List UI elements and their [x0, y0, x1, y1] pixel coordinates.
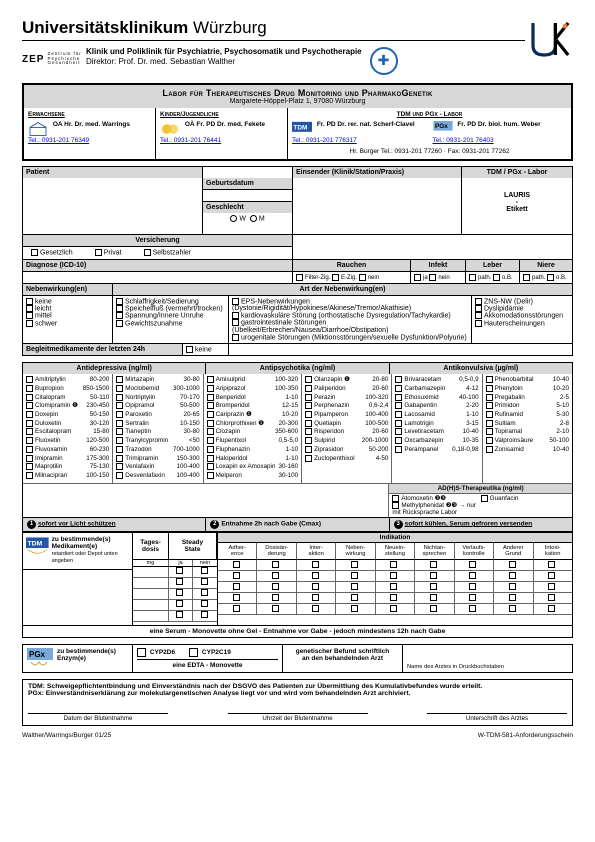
ktq-seal-icon — [370, 47, 398, 75]
tdm-grid: TDM zu bestimmende(s) Medikament(e) reta… — [22, 532, 573, 626]
patient-field[interactable] — [23, 178, 203, 234]
leber-field[interactable]: path. o.B. — [466, 272, 520, 283]
svg-text:TDM: TDM — [28, 541, 43, 548]
pgx-logo-icon: PGx — [27, 648, 53, 668]
einsender-head: Einsender (Klinik/Station/Praxis) — [293, 167, 462, 178]
contact-children: Kinder/Jugendliche OÄ Fr. PD Dr. med. Fe… — [156, 108, 288, 159]
insurance-field[interactable]: Gesetzlich Privat Selbstzahler — [23, 247, 292, 258]
department-text: Klinik und Poliklinik für Psychiatrie, P… — [86, 47, 362, 68]
neben-severity[interactable]: keineleichtmittelschwer — [23, 296, 113, 343]
pgx-block: PGx zu bestimmende(s) Enzym(e) CYP2D6 CY… — [22, 644, 573, 673]
serum-note: eine Serum - Monovette ohne Gel - Entnah… — [22, 626, 573, 638]
sig-sign[interactable]: Unterschrift des Arztes — [427, 713, 567, 722]
cyp-checkboxes[interactable]: CYP2D6 CYP2C19 — [137, 648, 278, 660]
tdmpgx-head: TDM / PGx - Labor — [462, 167, 572, 178]
sig-date[interactable]: Datum der Blutentnahme — [28, 713, 168, 722]
labor-address: Margarete-Höppel-Platz 1, 97080 Würzburg — [27, 98, 568, 105]
einsender-field[interactable] — [293, 178, 462, 234]
dob-field[interactable] — [203, 190, 292, 202]
med-entry-area[interactable] — [23, 569, 132, 625]
contact-tdm-labor: TDM und PGx - Labor TDM Fr. PD Dr. rer. … — [288, 108, 571, 159]
svg-text:PGx: PGx — [29, 650, 46, 659]
infekt-field[interactable]: ja nein — [411, 272, 466, 283]
page-header: Universitätsklinikum Würzburg ZEP Zentru… — [22, 18, 573, 75]
art-col1[interactable]: Schlaffrigkeit/SedierungSpeichelfluß (ve… — [113, 296, 229, 343]
sig-time[interactable]: Uhrzeit der Blutentnahme — [228, 713, 368, 722]
patient-head: Patient — [23, 167, 203, 178]
contact-adults: Erwachsene OA Hr. Dr. med. WarringsTel.:… — [24, 108, 156, 159]
labor-box: Labor für Therapeutisches Drug Monitorin… — [22, 83, 573, 161]
art-col2[interactable]: EPS-Nebenwirkungen (Dystonie/Rigidität/H… — [229, 296, 472, 343]
art-col3[interactable]: ZNS-NW (Delir)DyslipidämieAkkomodationss… — [472, 296, 572, 343]
svg-text:PGx: PGx — [435, 124, 448, 131]
niere-field[interactable]: path. o.B. — [520, 272, 572, 283]
arzt-name-field[interactable]: Name des Arztes in Druckbuchstaben — [403, 645, 572, 672]
lauris-label: LAURIS - Etikett — [462, 178, 572, 234]
consent-box: TDM: Schweigepflichtentbindung und Einve… — [22, 679, 573, 726]
diagnose-field[interactable] — [23, 272, 293, 283]
labor-title: Labor für Therapeutisches Drug Monitorin… — [27, 88, 568, 98]
diagnose-head: Diagnose (ICD-10) — [23, 260, 293, 271]
rauchen-field[interactable]: Filter-Zig. E-Zig. nein — [293, 272, 411, 283]
svg-text:TDM: TDM — [293, 125, 307, 132]
begleit-field[interactable] — [229, 344, 572, 355]
page-footer: Walther/Warrings/Burger 01/25 W-TDM-581-… — [22, 732, 573, 739]
medication-block: Antidepressiva (ng/ml) Antipsychotika (n… — [22, 362, 573, 531]
uk-logo-icon — [525, 18, 573, 60]
zep-logo: ZEP Zentrum für Psychische Gesundheit — [22, 47, 78, 71]
tdm-logo-icon: TDM — [26, 536, 49, 554]
university-title: Universitätsklinikum Würzburg — [22, 18, 525, 38]
sex-field[interactable]: W M — [203, 213, 292, 224]
